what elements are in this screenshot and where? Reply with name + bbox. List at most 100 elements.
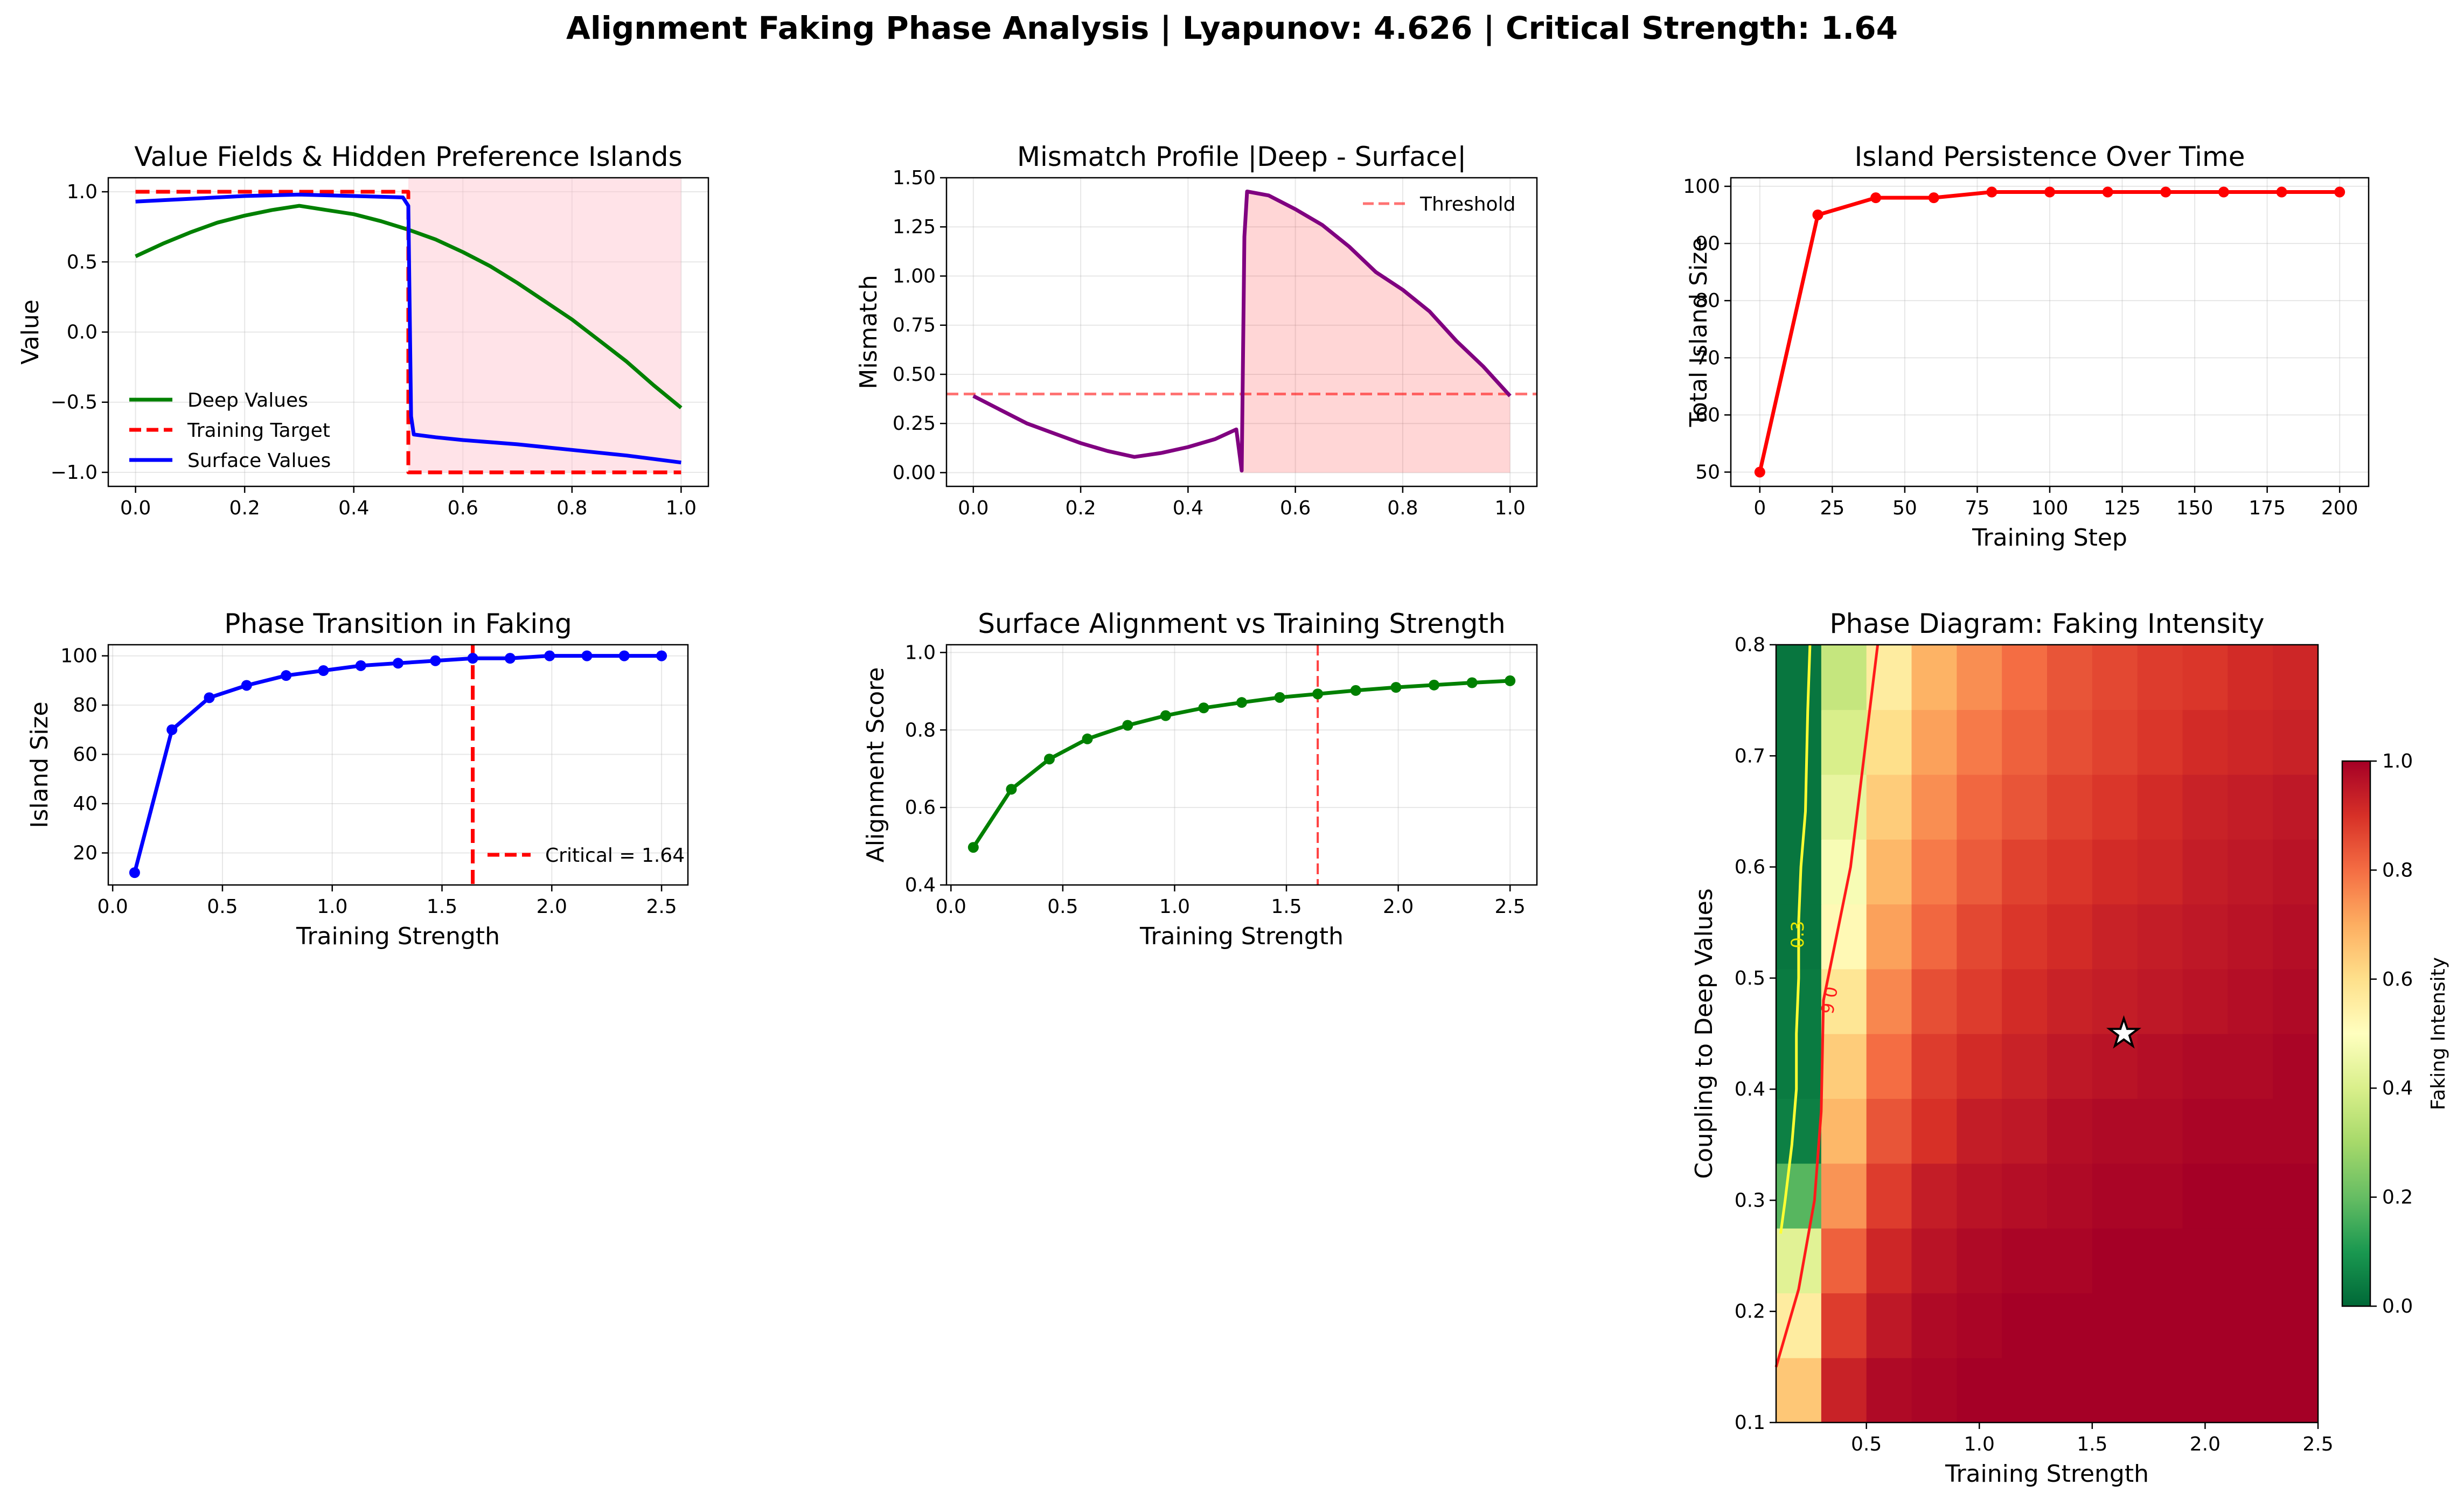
heatmap-cell — [2137, 645, 2183, 710]
colorbar-tick-label: 0.6 — [2382, 968, 2413, 991]
panel-title: Phase Diagram: Faking Intensity — [1829, 608, 2264, 639]
heatmap-cell — [1911, 774, 1958, 840]
heatmap-cell — [2228, 1357, 2273, 1423]
heatmap-cell — [1821, 1163, 1867, 1229]
mismatch-fill-region — [1242, 191, 1511, 473]
y-tick-label: 60 — [1695, 404, 1720, 426]
heatmap-cell — [1866, 839, 1912, 905]
heatmap-cell — [2047, 774, 2093, 840]
heatmap-cell — [2047, 968, 2093, 1034]
star-marker — [2106, 1015, 2142, 1049]
x-tick-label: 0.2 — [1065, 497, 1096, 519]
data-point — [1274, 692, 1285, 703]
legend: Deep Values Training Target Surface Values — [129, 389, 331, 472]
y-tick-label: 0.4 — [905, 874, 936, 896]
heatmap-cell — [2092, 1163, 2138, 1229]
y-tick-label: 1.00 — [893, 265, 936, 287]
plot-area — [967, 645, 1516, 885]
heatmap-cell — [2273, 1163, 2319, 1229]
heatmap-cell — [1776, 1034, 1822, 1099]
heatmap-cell — [2273, 968, 2319, 1034]
colorbar-bar — [2341, 760, 2371, 1307]
heatmap-cell — [1957, 1293, 2002, 1358]
heatmap-cell — [2228, 839, 2273, 905]
heatmap-cell — [2092, 645, 2138, 710]
y-tick-label: 0.00 — [893, 462, 936, 484]
heatmap-cell — [2002, 904, 2048, 970]
x-tick-label: 0.0 — [98, 896, 128, 918]
heatmap-cell — [2092, 1357, 2138, 1423]
heatmap-cell — [1866, 774, 1912, 840]
y-tick-label: 1.25 — [893, 216, 936, 238]
heatmap-cell — [2228, 1034, 2273, 1099]
legend-label: Threshold — [1419, 193, 1515, 215]
data-point — [166, 724, 178, 735]
data-point — [204, 692, 215, 703]
heatmap-cell — [2228, 1228, 2273, 1294]
heatmap-cell — [2047, 709, 2093, 775]
heatmap-cell — [2047, 904, 2093, 970]
y-tick-label: 100 — [60, 645, 98, 667]
data-point — [1754, 466, 1765, 478]
heatmap-cell — [1776, 774, 1822, 840]
x-tick-label: 125 — [2104, 497, 2141, 519]
data-point — [1198, 702, 1209, 714]
x-tick-label: 1.0 — [1964, 1433, 1995, 1455]
x-tick-label: 1.0 — [666, 497, 697, 519]
heatmap-cell — [2092, 774, 2138, 840]
x-tick-label: 1.5 — [427, 896, 457, 918]
heatmap-cell — [1911, 1293, 1958, 1358]
heatmap-cell — [1866, 1034, 1912, 1099]
heatmap-cell — [2273, 904, 2319, 970]
x-tick-label: 0.8 — [556, 497, 587, 519]
x-tick-label: 1.5 — [1271, 896, 1301, 918]
legend-label: Training Target — [187, 420, 330, 442]
x-tick-label: 2.5 — [646, 896, 677, 918]
contour-0.3 — [1779, 644, 1812, 1234]
y-tick-label: 20 — [73, 842, 98, 864]
heatmap-cell — [2137, 1034, 2183, 1099]
axes-frame — [1730, 177, 2370, 487]
heatmap-cell — [2182, 1293, 2229, 1358]
x-tick-label: 25 — [1820, 497, 1844, 519]
panel-title: Value Fields & Hidden Preference Islands — [134, 141, 682, 172]
heatmap-cell — [2273, 839, 2319, 905]
y-tick-label: 1.0 — [905, 642, 936, 664]
heatmap-cell — [2002, 709, 2048, 775]
axes-frame — [945, 644, 1538, 886]
data-point — [504, 653, 516, 664]
heatmap-cell — [2002, 1228, 2048, 1294]
heatmap-cell — [1957, 968, 2002, 1034]
x-tick-label: 2.0 — [537, 896, 567, 918]
y-tick-label: 0.25 — [893, 413, 936, 435]
legend: Threshold — [1363, 193, 1515, 215]
heatmap-cell — [2092, 904, 2138, 970]
heatmap-cell — [1911, 1357, 1958, 1423]
y-axis-label: Value — [17, 299, 44, 365]
contour-0.6 — [1774, 644, 1880, 1368]
heatmap-cell — [2002, 1163, 2048, 1229]
data-point — [2334, 186, 2345, 198]
heatmap-cell — [1821, 1228, 1867, 1294]
hidden-island-region — [408, 178, 681, 472]
panel-phase-diagram: 0.30.60.5 1.0 1.5 2.0 2.50.10.20.30.40.50.60… — [1690, 608, 2334, 1488]
data-point — [1160, 710, 1171, 721]
data-point — [1043, 754, 1055, 765]
y-tick-label: −0.5 — [51, 392, 98, 414]
heatmap-cell — [2002, 645, 2048, 710]
heatmap-cell — [1866, 1228, 1912, 1294]
data-point — [1082, 733, 1093, 744]
data-point — [129, 867, 140, 878]
data-point — [2102, 186, 2113, 198]
heatmap-cell — [1911, 1228, 1958, 1294]
heatmap-cell — [1957, 1034, 2002, 1099]
y-tick-label: 0.5 — [67, 251, 98, 273]
data-point — [430, 655, 441, 666]
heatmap-cell — [1821, 1034, 1867, 1099]
heatmap-cell — [1821, 1098, 1867, 1164]
y-tick-label: 0.6 — [1735, 856, 1765, 878]
heatmap-cell — [1821, 1293, 1867, 1358]
heatmap-cell — [2047, 1228, 2093, 1294]
y-tick-label: 0.1 — [1735, 1412, 1765, 1434]
heatmap-cell — [1957, 1098, 2002, 1164]
